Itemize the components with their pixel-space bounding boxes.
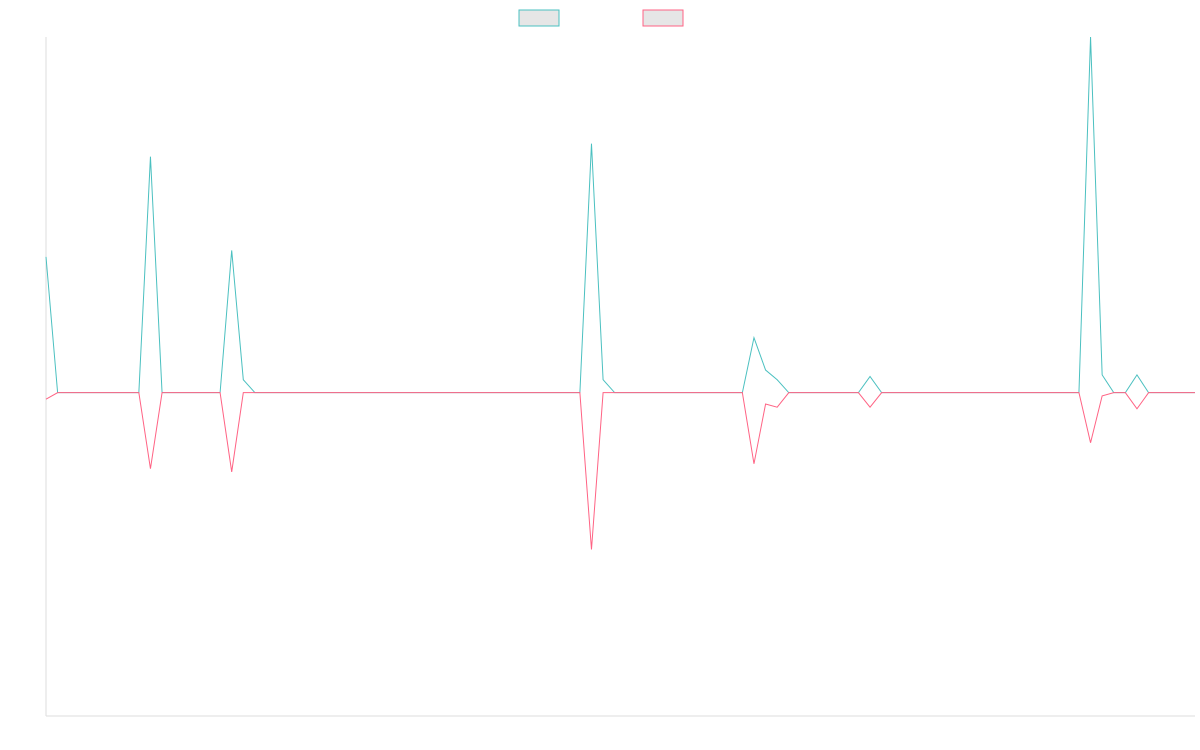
legend-item-2[interactable] (642, 9, 684, 27)
series-line-1 (45, 36, 1195, 394)
legend-swatch-1[interactable] (518, 9, 560, 27)
legend[interactable] (518, 9, 684, 27)
legend-swatch-2[interactable] (642, 9, 684, 27)
series-line-2 (45, 392, 1195, 550)
axes (45, 37, 1195, 717)
series-layer (45, 36, 1195, 550)
legend-item-1[interactable] (518, 9, 560, 27)
